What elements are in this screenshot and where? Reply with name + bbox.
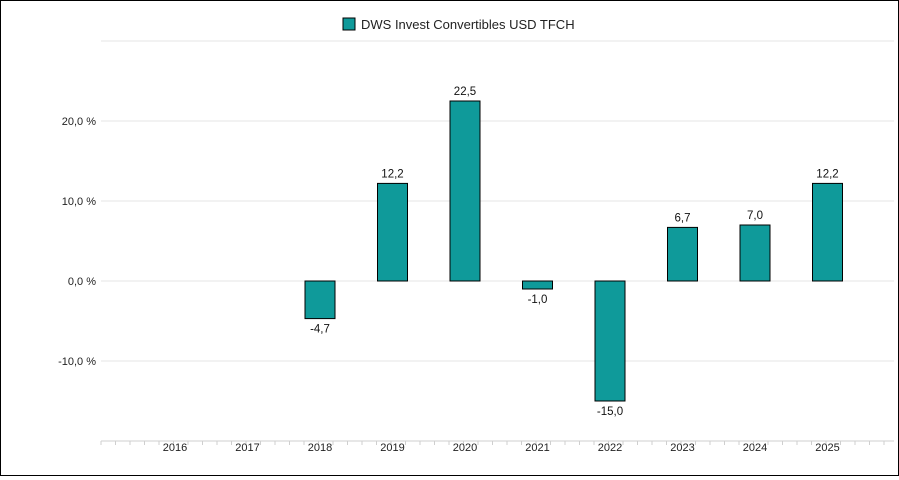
data-label-2020: 22,5 [454, 86, 476, 98]
data-label-2021: -1,0 [528, 294, 548, 306]
x-tick-label-2024: 2024 [743, 442, 767, 454]
data-label-2022: -15,0 [597, 406, 623, 418]
data-label-2025: 12,2 [816, 168, 838, 180]
bar-2025[interactable] [812, 182, 843, 282]
bar-2024[interactable] [739, 224, 771, 282]
x-tick-label-2023: 2023 [670, 442, 694, 454]
y-tick-label: 0,0 % [68, 276, 96, 288]
bar-2022[interactable] [594, 280, 626, 402]
legend: DWS Invest Convertibles USD TFCH [342, 17, 575, 32]
x-tick-label-2016: 2016 [163, 442, 187, 454]
y-axis: 20,0 % 10,0 % 0,0 % -10,0 % [58, 116, 96, 368]
x-tick-label-2019: 2019 [380, 442, 404, 454]
y-tick-label: 20,0 % [62, 116, 96, 128]
x-tick-label-2020: 2020 [453, 442, 477, 454]
legend-label: DWS Invest Convertibles USD TFCH [361, 17, 575, 32]
bar-2021[interactable] [522, 280, 553, 290]
bar-2023[interactable] [667, 226, 698, 282]
data-label-2023: 6,7 [675, 212, 691, 224]
data-labels: -4,7 12,2 22,5 -1,0 -15,0 6,7 7,0 12,2 [310, 86, 839, 418]
legend-swatch [342, 17, 356, 31]
data-label-2018: -4,7 [310, 324, 330, 336]
x-tick-label-2018: 2018 [308, 442, 332, 454]
bar-2019[interactable] [377, 182, 408, 282]
x-axis: 2016 2017 2018 2019 2020 2021 2022 2023 2024 2025 [100, 440, 894, 454]
bar-2020[interactable] [449, 100, 481, 282]
x-tick-label-2017: 2017 [235, 442, 259, 454]
data-label-2019: 12,2 [381, 168, 403, 180]
x-tick-label-2021: 2021 [525, 442, 549, 454]
data-label-2024: 7,0 [747, 210, 763, 222]
y-tick-label: 10,0 % [62, 196, 96, 208]
grid [101, 40, 894, 362]
bars [304, 100, 843, 402]
x-tick-label-2022: 2022 [598, 442, 622, 454]
x-tick-label-2025: 2025 [815, 442, 839, 454]
y-tick-label: -10,0 % [58, 356, 96, 368]
bar-2018[interactable] [304, 280, 336, 320]
